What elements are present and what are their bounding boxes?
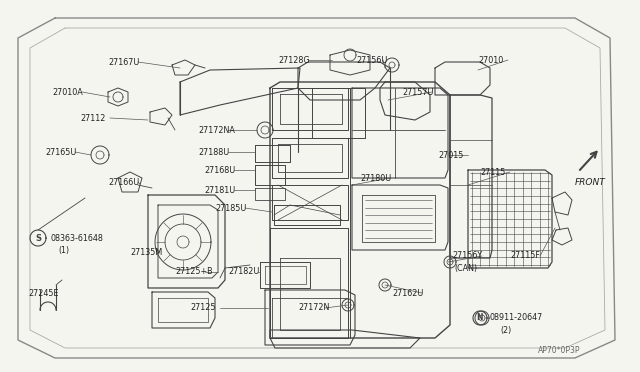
Text: 27135M: 27135M — [130, 247, 163, 257]
Text: 27167U: 27167U — [108, 58, 140, 67]
Text: 27115F: 27115F — [510, 251, 540, 260]
Text: (1): (1) — [58, 246, 69, 254]
Text: 27156U: 27156U — [356, 55, 388, 64]
Text: 27128G: 27128G — [278, 55, 310, 64]
Text: 27125+B: 27125+B — [175, 267, 212, 276]
Text: 27125: 27125 — [190, 304, 216, 312]
Text: 08363-61648: 08363-61648 — [50, 234, 103, 243]
Text: S: S — [35, 234, 41, 243]
Text: 27156Y: 27156Y — [452, 251, 482, 260]
Text: 27172N: 27172N — [299, 304, 330, 312]
Text: 27181U: 27181U — [204, 186, 236, 195]
Text: 27182U: 27182U — [228, 267, 259, 276]
Text: 27165U: 27165U — [45, 148, 76, 157]
Text: (2): (2) — [500, 326, 511, 334]
Text: 08911-20647: 08911-20647 — [490, 314, 543, 323]
Text: 27185U: 27185U — [215, 203, 246, 212]
Text: 27115: 27115 — [480, 167, 506, 176]
Text: 27015: 27015 — [438, 151, 463, 160]
Text: 27245E: 27245E — [28, 289, 58, 298]
Text: (CAN): (CAN) — [454, 263, 477, 273]
Text: 27172NA: 27172NA — [198, 125, 235, 135]
Text: FRONT: FRONT — [575, 178, 605, 187]
Text: 27188U: 27188U — [198, 148, 229, 157]
Text: 27166U: 27166U — [108, 177, 140, 186]
Text: 27180U: 27180U — [360, 173, 391, 183]
Text: 27010: 27010 — [478, 55, 503, 64]
Text: 27112: 27112 — [80, 113, 106, 122]
Text: 27010A: 27010A — [52, 87, 83, 96]
Text: N: N — [477, 314, 483, 323]
Text: AP70*0P3P: AP70*0P3P — [538, 346, 580, 355]
Text: 27162U: 27162U — [392, 289, 424, 298]
Text: 27157U: 27157U — [402, 87, 433, 96]
Text: 27168U: 27168U — [204, 166, 236, 174]
